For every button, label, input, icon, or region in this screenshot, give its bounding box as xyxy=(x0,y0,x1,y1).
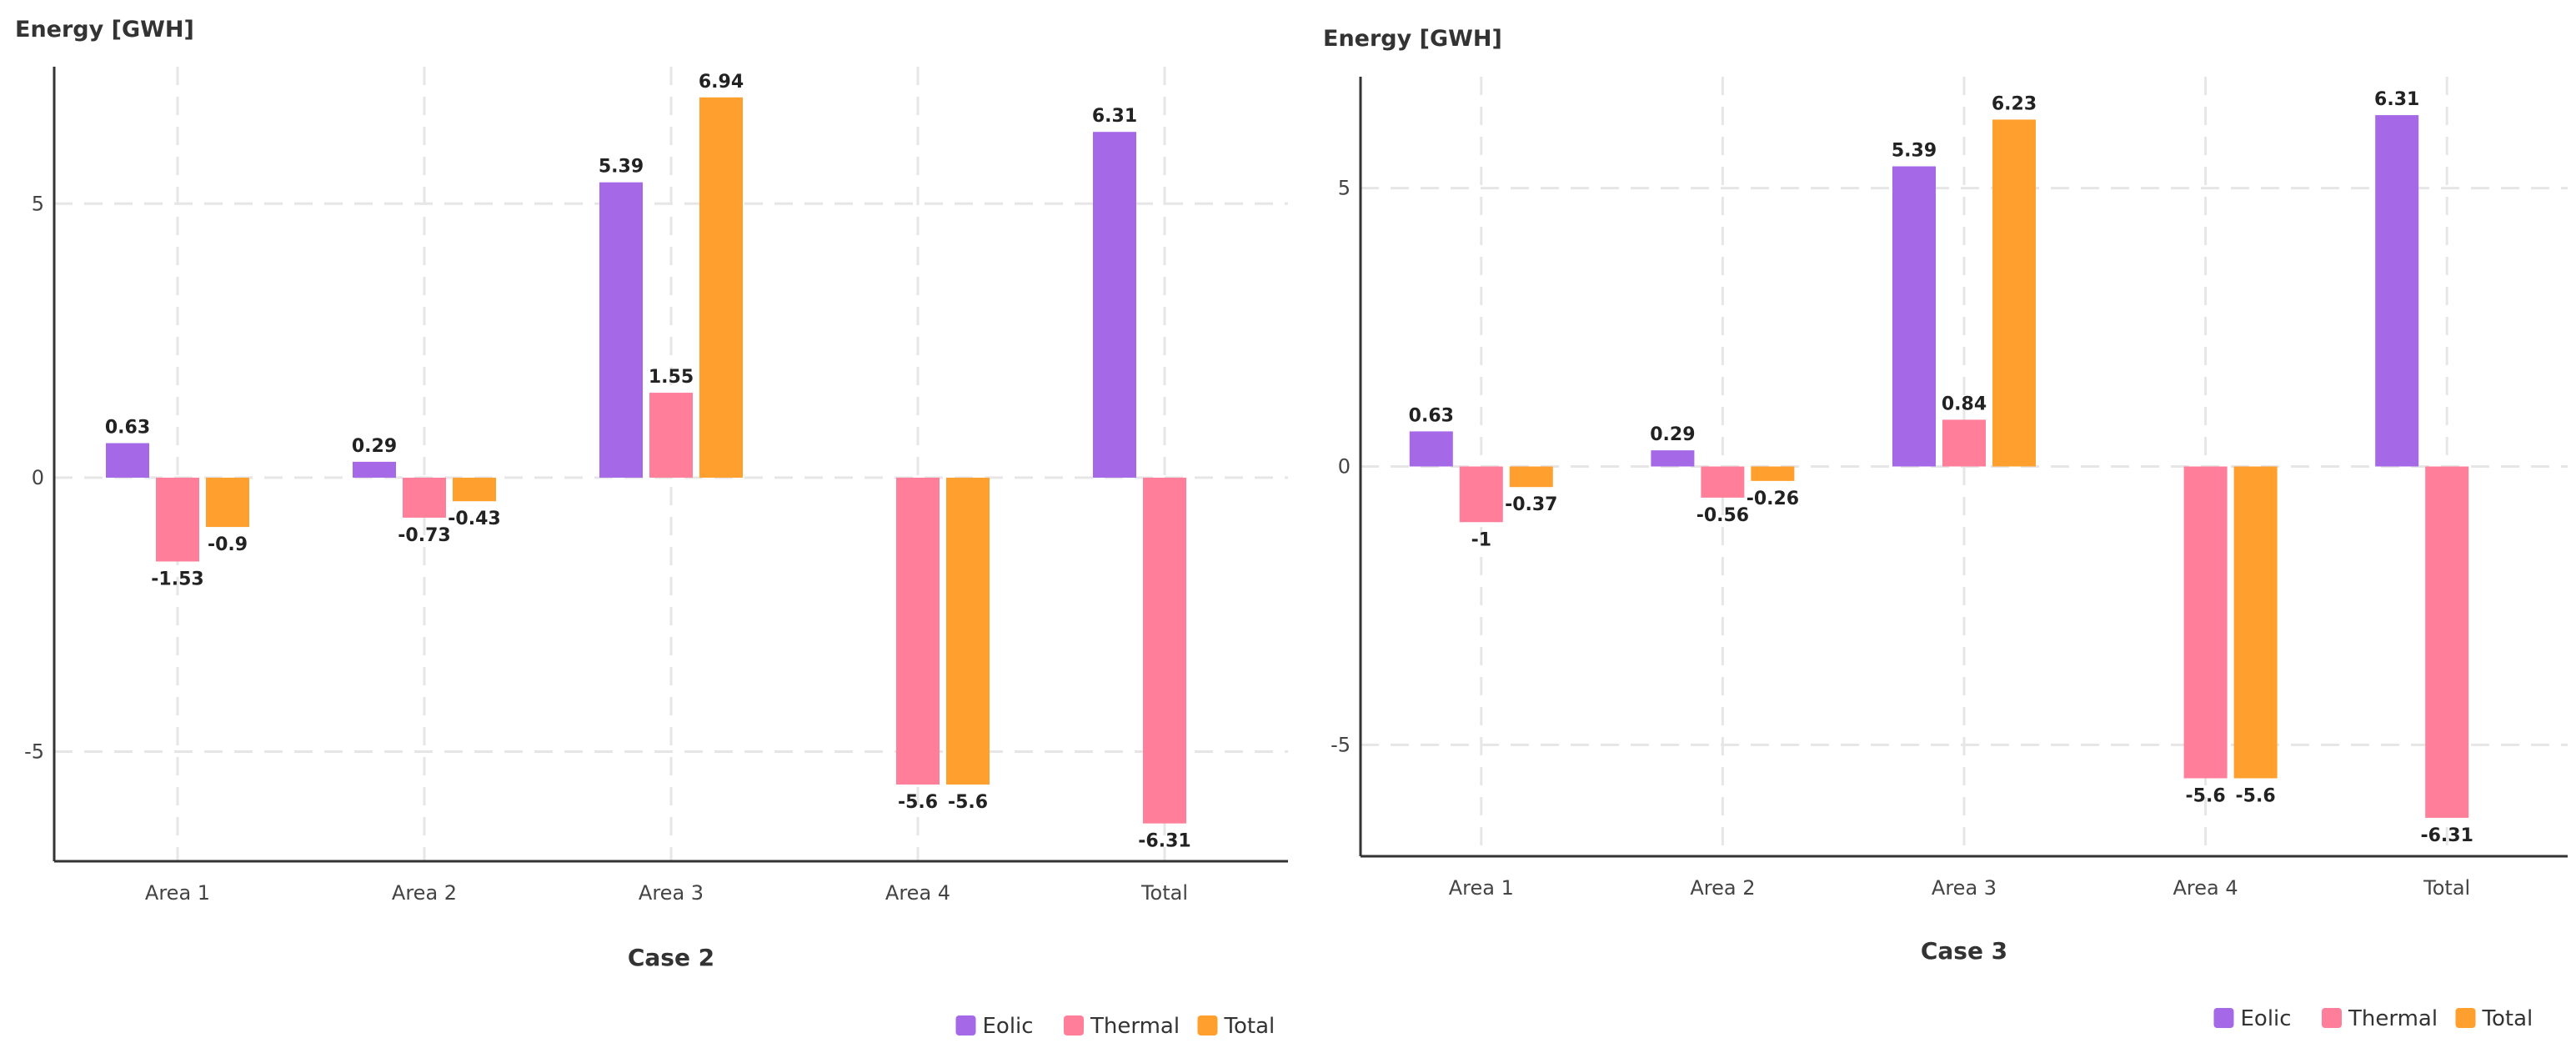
y-tick-label: 5 xyxy=(1338,177,1351,200)
bar-thermal-area-1[interactable] xyxy=(1459,466,1503,523)
data-label: -0.26 xyxy=(1747,489,1799,509)
bar-thermal-area-2[interactable] xyxy=(1701,466,1745,498)
chart-panel-case-2: Energy [GWH]-5050.630.295.396.31-1.53-0.… xyxy=(15,17,1288,1039)
bar-total-area-3[interactable] xyxy=(1992,119,2036,467)
x-axis-title: Case 3 xyxy=(1921,937,2007,965)
data-label: 1.55 xyxy=(649,367,694,388)
data-label: -6.31 xyxy=(2420,825,2473,846)
x-tick-label: Total xyxy=(2423,876,2470,900)
legend-label-total[interactable]: Total xyxy=(2482,1006,2533,1031)
y-tick-label: -5 xyxy=(24,740,44,764)
chart-panel-case-3: Energy [GWH] -5 0 5 0.63 0.29 5.39 6.31 -1 -0.56 0… xyxy=(1323,26,2568,1031)
y-axis-title: Energy [GWH] xyxy=(1323,26,1502,52)
y-tick-label: 0 xyxy=(32,466,44,489)
data-label: -0.56 xyxy=(1696,505,1749,526)
data-label: -6.31 xyxy=(1138,831,1190,852)
x-tick-label: Area 2 xyxy=(392,881,457,905)
data-label: -5.6 xyxy=(948,792,988,813)
bar-total-area-4[interactable] xyxy=(946,477,990,785)
data-label: -0.73 xyxy=(398,525,450,546)
bar-thermal-area-3[interactable] xyxy=(1942,419,1986,467)
bar-thermal-area-2[interactable] xyxy=(403,477,446,518)
bar-eolic-total[interactable] xyxy=(1093,132,1136,478)
data-label: 6.31 xyxy=(2374,89,2419,110)
x-tick-label: Total xyxy=(1140,881,1188,905)
data-label: -0.9 xyxy=(208,534,248,555)
data-label: -5.6 xyxy=(2186,786,2226,807)
data-label: 6.94 xyxy=(699,72,744,93)
x-tick-label: Area 3 xyxy=(639,881,704,905)
x-tick-label: Area 4 xyxy=(885,881,950,905)
data-label: -5.6 xyxy=(2236,786,2276,807)
bar-thermal-total[interactable] xyxy=(1143,477,1186,824)
x-tick-label: Area 4 xyxy=(2173,876,2238,900)
x-tick-label: Area 3 xyxy=(1932,876,1997,900)
legend-swatch-total[interactable] xyxy=(2455,1008,2476,1028)
legend-swatch-total[interactable] xyxy=(1197,1015,1218,1035)
bar-thermal-area-1[interactable] xyxy=(156,477,199,562)
bar-eolic-area-1[interactable] xyxy=(1409,431,1453,467)
y-tick-label: 0 xyxy=(1338,455,1351,479)
bar-total-area-2[interactable] xyxy=(1751,466,1795,481)
legend-label-thermal[interactable]: Thermal xyxy=(1090,1014,1180,1039)
data-label: 6.31 xyxy=(1092,106,1137,127)
data-label: -0.43 xyxy=(448,509,500,529)
data-label: 0.63 xyxy=(105,418,150,439)
data-label: 0.29 xyxy=(352,436,397,457)
legend-swatch-thermal[interactable] xyxy=(2322,1008,2342,1028)
bar-eolic-area-1[interactable] xyxy=(106,443,149,478)
bar-thermal-area-4[interactable] xyxy=(2183,466,2228,779)
bar-total-area-3[interactable] xyxy=(699,97,743,478)
bar-total-area-2[interactable] xyxy=(453,477,496,502)
bar-thermal-area-4[interactable] xyxy=(896,477,940,785)
data-label: 0.29 xyxy=(1650,424,1695,445)
data-label: -1.53 xyxy=(151,569,203,589)
legend-swatch-thermal[interactable] xyxy=(1064,1015,1084,1035)
bar-eolic-area-2[interactable] xyxy=(1651,450,1695,467)
y-tick-label: -5 xyxy=(1331,733,1351,756)
x-tick-label: Area 1 xyxy=(1449,876,1514,900)
bar-eolic-area-3[interactable] xyxy=(599,182,643,478)
legend-label-eolic[interactable]: Eolic xyxy=(983,1014,1034,1039)
bar-eolic-area-3[interactable] xyxy=(1892,166,1936,467)
legend-swatch-eolic[interactable] xyxy=(955,1015,976,1035)
y-tick-label: 5 xyxy=(32,192,44,215)
legend: Eolic Thermal Total xyxy=(2213,1006,2533,1031)
x-tick-label: Area 1 xyxy=(145,881,210,905)
legend-label-thermal[interactable]: Thermal xyxy=(2348,1006,2438,1031)
legend: Eolic Thermal Total xyxy=(955,1014,1275,1039)
bar-total-area-1[interactable] xyxy=(206,477,249,528)
x-axis-title: Case 2 xyxy=(628,944,714,971)
data-label: 5.39 xyxy=(1892,141,1937,162)
bar-eolic-area-2[interactable] xyxy=(353,461,396,478)
bar-total-area-1[interactable] xyxy=(1509,466,1553,488)
data-label: 6.23 xyxy=(1992,93,2037,114)
bar-total-area-4[interactable] xyxy=(2233,466,2278,779)
x-tick-label: Area 2 xyxy=(1690,876,1755,900)
bar-thermal-area-3[interactable] xyxy=(649,393,693,478)
data-label: -0.37 xyxy=(1505,494,1557,515)
data-label: -1 xyxy=(1471,529,1491,550)
legend-swatch-eolic[interactable] xyxy=(2213,1008,2234,1028)
legend-label-eolic[interactable]: Eolic xyxy=(2241,1006,2292,1031)
data-label: -5.6 xyxy=(898,792,938,813)
bar-eolic-total[interactable] xyxy=(2375,115,2419,467)
data-label: 5.39 xyxy=(599,157,644,178)
data-label: 0.63 xyxy=(1409,405,1454,426)
legend-label-total[interactable]: Total xyxy=(1224,1014,1275,1039)
data-label: 0.84 xyxy=(1942,394,1987,414)
y-axis-title: Energy [GWH] xyxy=(15,17,194,43)
bar-thermal-total[interactable] xyxy=(2425,466,2469,818)
